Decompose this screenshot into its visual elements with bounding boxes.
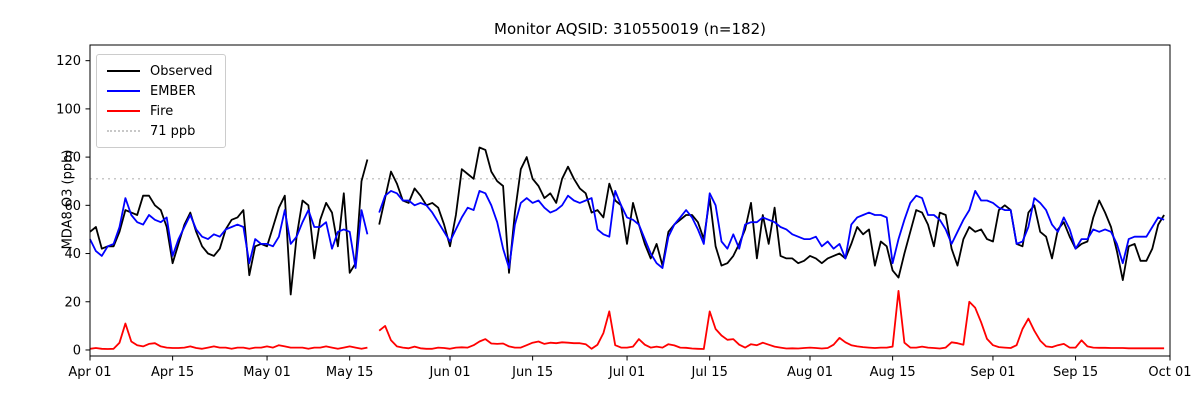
y-tick-label: 40: [64, 247, 81, 262]
x-tick-label: Aug 15: [870, 365, 916, 380]
chart-title: Monitor AQSID: 310550019 (n=182): [494, 20, 766, 38]
legend-item-observed: Observed: [107, 61, 213, 81]
series-line-fire: [89, 290, 1165, 350]
y-tick-label: 0: [73, 343, 81, 358]
x-tick-label: Aug 01: [787, 365, 833, 380]
legend: Observed EMBER Fire 71 ppb: [96, 54, 226, 148]
x-tick-label: Jul 15: [690, 365, 727, 380]
legend-swatch: [107, 130, 140, 132]
legend-item-71-ppb: 71 ppb: [107, 121, 213, 141]
x-tick-label: Sep 01: [970, 365, 1015, 380]
legend-swatch: [107, 70, 140, 72]
legend-item-fire: Fire: [107, 101, 213, 121]
y-tick-label: 120: [56, 54, 81, 69]
y-tick-label: 20: [64, 295, 81, 310]
x-tick-label: May 01: [243, 365, 291, 380]
x-tick-label: Sep 15: [1053, 365, 1098, 380]
x-tick-label: Jun 01: [429, 365, 471, 380]
series-line-observed: [89, 146, 1165, 296]
plot-border: [89, 44, 1171, 357]
x-tick-label: Apr 15: [151, 365, 194, 380]
legend-label: EMBER: [150, 83, 196, 99]
legend-label: Fire: [150, 103, 174, 119]
legend-item-ember: EMBER: [107, 81, 213, 101]
x-tick-label: Jun 15: [511, 365, 553, 380]
series-line-ember: [89, 190, 1165, 269]
legend-swatch: [107, 110, 140, 112]
legend-label: 71 ppb: [150, 123, 196, 139]
x-tick-label: Oct 01: [1148, 365, 1191, 380]
x-tick-label: Apr 01: [68, 365, 111, 380]
legend-label: Observed: [150, 63, 213, 79]
y-tick-label: 80: [64, 151, 81, 166]
x-tick-label: Jul 01: [608, 365, 645, 380]
y-tick-label: 100: [56, 102, 81, 117]
legend-swatch: [107, 90, 140, 92]
y-tick-label: 60: [64, 199, 81, 214]
x-tick-label: May 15: [326, 365, 374, 380]
y-axis-label: MDA8 O3 (ppb): [60, 149, 76, 250]
